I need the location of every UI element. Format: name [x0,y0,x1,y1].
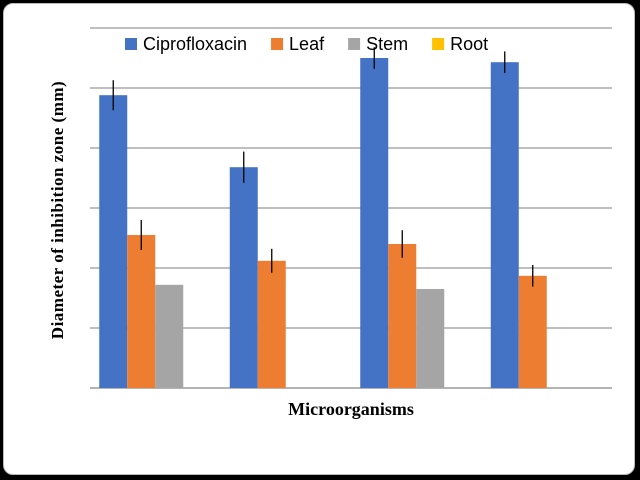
legend-label: Ciprofloxacin [143,34,247,54]
legend-swatch [348,38,361,50]
bar [229,167,258,388]
bar [388,244,417,388]
legend-label: Leaf [289,34,325,54]
bar [257,260,286,388]
bar [360,58,389,388]
bar [518,275,547,388]
legend-label: Stem [366,34,408,54]
x-axis-label: Microorganisms [288,399,414,419]
legend-swatch [125,38,137,50]
bar [490,62,519,388]
bar [416,289,445,388]
bar [155,284,184,388]
bar [127,235,156,388]
legend-swatch [432,38,445,50]
legend-label: Root [450,34,488,54]
legend-swatch [271,38,284,50]
y-axis-label: Diameter of inhibition zone (mm) [48,80,67,340]
bar [99,95,128,388]
